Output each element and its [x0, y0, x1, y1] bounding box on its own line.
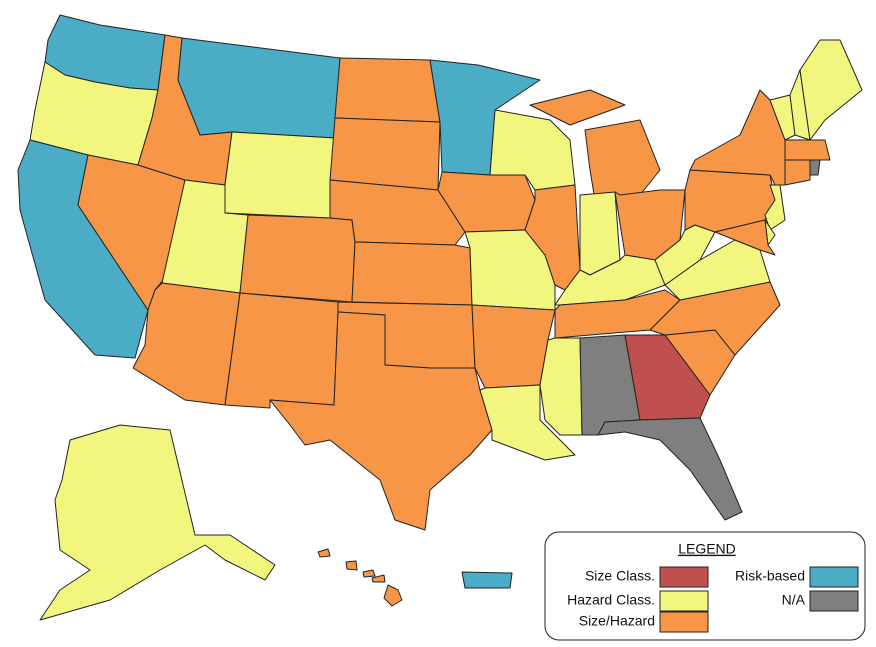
state [714, 219, 776, 256]
legend-label: Size/Hazard [579, 613, 655, 629]
state [317, 548, 331, 558]
state [784, 139, 831, 161]
state [479, 384, 576, 461]
state [539, 337, 583, 436]
state [689, 89, 786, 186]
state [383, 584, 403, 607]
state [554, 289, 681, 339]
legend-swatch [659, 611, 709, 633]
legend-swatch [659, 566, 709, 588]
state [329, 117, 441, 191]
legend-label: N/A [782, 592, 806, 608]
legend-label: Hazard Class. [567, 592, 655, 608]
legend-swatch [809, 590, 859, 612]
state [597, 417, 743, 521]
state [799, 39, 863, 141]
state [371, 574, 386, 583]
legend-swatch [809, 566, 859, 588]
states [17, 14, 863, 621]
state [269, 311, 493, 531]
state [345, 560, 358, 571]
state [39, 424, 276, 621]
state [529, 89, 626, 126]
legend-label: Risk-based [735, 568, 805, 584]
state [224, 292, 339, 409]
state [177, 37, 341, 139]
state [524, 184, 581, 291]
state [351, 241, 473, 306]
legend-label: Size Class. [585, 568, 655, 584]
legend-title: LEGEND [678, 541, 736, 557]
legend: LEGEND Size Class. Hazard Class. Size/Haza… [544, 531, 866, 641]
state [584, 119, 661, 201]
legend-swatch [659, 590, 709, 612]
state [624, 334, 711, 421]
state [809, 159, 821, 176]
state [461, 571, 513, 589]
state [334, 57, 441, 123]
state [224, 131, 336, 219]
state [784, 159, 811, 186]
state [362, 569, 376, 578]
state [239, 214, 356, 303]
